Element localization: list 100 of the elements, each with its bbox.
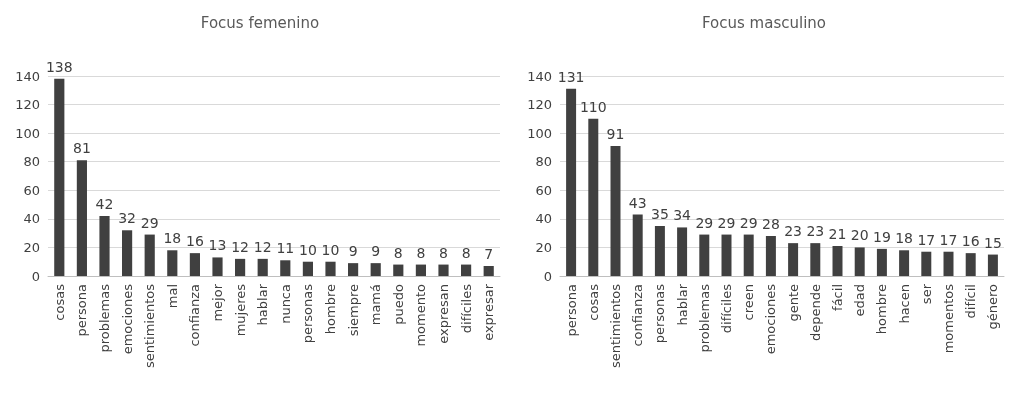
data-label: 81: [72, 140, 91, 157]
bar: [122, 230, 133, 276]
x-tick-label: difíciles: [719, 283, 734, 334]
bar: [965, 253, 976, 276]
data-label: 12: [253, 238, 272, 255]
bar: [348, 263, 359, 276]
bar: [76, 160, 87, 276]
chart-title: Focus femenino: [200, 13, 320, 32]
y-tick-label: 120: [527, 97, 552, 113]
bar: [832, 246, 843, 276]
bar: [325, 261, 336, 276]
x-tick-label: emociones: [119, 283, 135, 355]
x-tick-label: persona: [74, 284, 90, 337]
data-label: 19: [872, 228, 891, 245]
x-tick-label: hombre: [323, 284, 338, 335]
bar: [854, 247, 865, 276]
x-tick-label: personas: [300, 283, 316, 344]
data-label: 34: [673, 207, 692, 224]
x-tick-label: cosas: [51, 283, 67, 321]
x-tick-label: mamá: [368, 284, 384, 326]
x-tick-label: creen: [741, 284, 757, 321]
x-tick-label: género: [985, 283, 1001, 330]
data-label: 138: [45, 58, 73, 75]
data-label: 28: [761, 216, 780, 232]
x-tick-label: problemas: [696, 283, 712, 353]
data-label: 9: [348, 243, 358, 260]
data-label: 29: [739, 214, 758, 231]
y-tick-label: 0: [543, 268, 552, 284]
bar: [257, 258, 268, 276]
bar: [99, 216, 110, 276]
bar: [899, 250, 910, 276]
bar: [765, 236, 776, 276]
bar: [167, 250, 178, 276]
x-tick-label: puedo: [390, 283, 406, 325]
y-tick-label: 140: [527, 68, 552, 84]
x-tick-label: ser: [918, 283, 934, 305]
data-label: 17: [917, 231, 936, 248]
x-tick-label: mejor: [210, 283, 225, 322]
y-tick-label: 140: [15, 68, 40, 84]
data-label: 21: [828, 226, 847, 242]
bar: [699, 234, 710, 276]
x-tick-label: expresan: [436, 284, 451, 344]
x-tick-label: gente: [785, 284, 801, 322]
bar: [235, 258, 246, 276]
x-tick-label: hombre: [874, 284, 890, 335]
x-tick-label: hacen: [896, 284, 912, 324]
y-tick-label: 100: [15, 125, 40, 141]
bar: [461, 264, 472, 276]
x-tick-label: sentimientos: [608, 283, 623, 369]
x-tick-label: emociones: [763, 283, 779, 355]
bar: [302, 261, 313, 276]
bar: [212, 257, 223, 276]
y-tick-label: 60: [535, 182, 552, 198]
data-label: 7: [484, 246, 494, 262]
bar: [788, 243, 799, 276]
x-tick-label: difícil: [963, 284, 979, 319]
y-tick-label: 120: [15, 97, 40, 113]
bar: [654, 226, 665, 276]
bar: [921, 251, 932, 276]
bar: [438, 264, 449, 276]
x-tick-label: confianza: [630, 284, 646, 347]
x-tick-label: momento: [413, 283, 429, 347]
y-tick-label: 0: [31, 268, 40, 284]
y-tick-label: 40: [23, 211, 40, 227]
bar: [987, 254, 998, 276]
bar: [54, 78, 65, 276]
x-tick-label: personas: [652, 283, 668, 344]
data-label: 23: [784, 223, 803, 240]
x-tick-label: mal: [164, 284, 180, 309]
x-tick-label: confianza: [187, 284, 203, 347]
x-tick-label: persona: [563, 284, 579, 337]
data-label: 20: [850, 227, 869, 244]
bar: [876, 248, 887, 276]
x-tick-label: hablar: [674, 283, 690, 326]
data-label: 42: [95, 196, 114, 212]
data-label: 32: [118, 210, 137, 227]
bar: [189, 253, 200, 276]
bar: [280, 260, 291, 276]
x-tick-label: edad: [852, 284, 868, 317]
data-label: 8: [439, 244, 448, 261]
y-tick-label: 20: [535, 239, 552, 255]
x-tick-label: mujeres: [232, 283, 248, 337]
data-label: 23: [806, 223, 825, 240]
x-tick-label: difíciles: [458, 283, 474, 334]
bar: [415, 264, 426, 276]
y-tick-label: 100: [527, 125, 552, 141]
data-label: 29: [140, 214, 159, 231]
y-tick-label: 40: [535, 211, 552, 227]
data-label: 110: [579, 98, 607, 115]
data-label: 43: [628, 194, 647, 211]
y-tick-label: 80: [535, 154, 552, 170]
data-label: 8: [461, 244, 471, 261]
data-label: 29: [717, 214, 736, 231]
x-tick-label: fácil: [830, 284, 845, 311]
data-label: 29: [695, 214, 714, 231]
data-label: 10: [321, 241, 340, 258]
bar: [810, 243, 821, 276]
data-label: 35: [650, 206, 669, 222]
bar: [677, 227, 688, 276]
y-tick-label: 60: [23, 182, 40, 198]
